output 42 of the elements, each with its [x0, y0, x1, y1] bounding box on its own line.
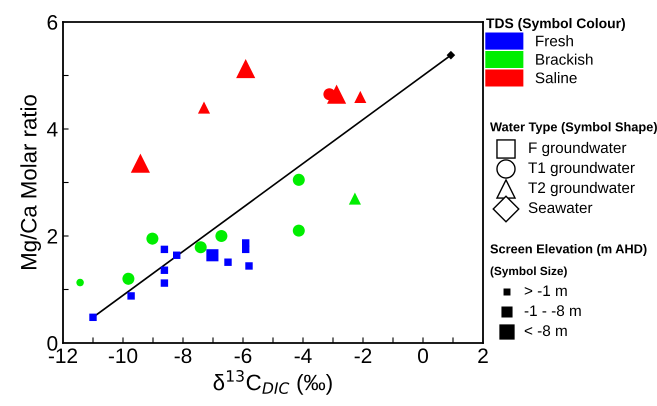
y-tick-label: 2	[48, 229, 58, 244]
point	[224, 258, 232, 266]
point	[160, 266, 168, 274]
point	[215, 230, 228, 242]
point	[292, 224, 305, 237]
point	[89, 314, 97, 322]
point	[194, 241, 207, 254]
point	[127, 292, 135, 300]
point	[446, 50, 456, 60]
legend-label: Brackish	[536, 54, 592, 65]
x-tick-label: 2	[478, 348, 488, 363]
text: > -1 m	[524, 285, 567, 296]
point	[160, 246, 168, 254]
x-tick-label: -8	[174, 348, 192, 364]
y-tick-label: 6	[48, 15, 58, 30]
point	[160, 279, 168, 287]
point	[242, 246, 250, 254]
text: (Symbol Size)	[490, 266, 567, 278]
x-tick-label: -10	[108, 348, 138, 364]
x-tick-label: -2	[354, 348, 372, 363]
text: T2 groundwater	[528, 182, 635, 196]
text: F groundwater	[529, 142, 626, 156]
text: Seawater	[528, 202, 592, 214]
x-tick-label: -6	[234, 348, 252, 364]
point	[292, 174, 305, 186]
point	[122, 272, 134, 285]
text: T1 groundwater	[528, 162, 635, 176]
legend-label: Saline	[536, 72, 577, 84]
legend-title: TDS (Symbol Colour)	[486, 18, 625, 31]
y-tick-label: 4	[47, 122, 58, 137]
x-axis-title: δ$^{13}$C$_{DIC}$ (‰)	[214, 370, 332, 395]
x-tick-label: 0	[418, 348, 428, 364]
text: Screen Elevation (m AHD)	[490, 244, 647, 256]
point	[172, 252, 180, 259]
x-tick-label: -4	[294, 348, 312, 363]
text: Water Type (Symbol Shape)	[490, 122, 657, 134]
legend-label: Fresh	[536, 35, 573, 46]
point	[146, 232, 158, 245]
y-axis-title: Mg/Ca Molar ratio	[20, 95, 41, 269]
text: -1 - -8 m	[524, 305, 581, 316]
point	[348, 192, 361, 205]
text: < -8 m	[524, 325, 567, 336]
